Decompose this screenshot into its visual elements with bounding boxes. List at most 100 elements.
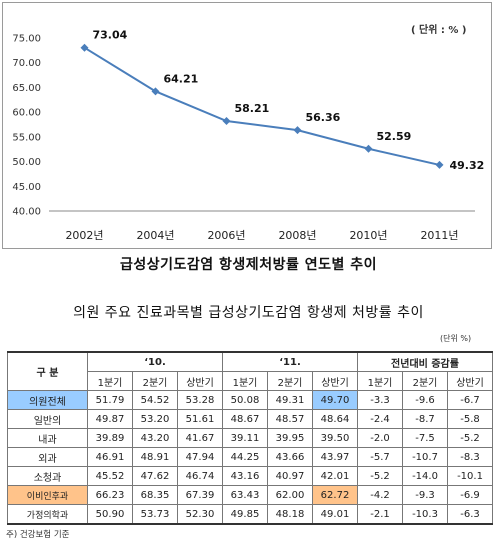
- table-cell: 54.52: [132, 390, 178, 410]
- table-row: 이비인후과 66.23 68.35 67.39 63.43 62.00 62.72 -4.2-…: [7, 485, 493, 505]
- sub-header: 상반기: [177, 371, 223, 391]
- y-tick-label: 60.00: [12, 108, 41, 119]
- table-cell: 45.52: [87, 466, 133, 486]
- table-cell: 62.00: [267, 485, 313, 505]
- table-cell: 47.94: [177, 447, 223, 467]
- table-cell: 51.79: [87, 390, 133, 410]
- table-title: 의원 주요 진료과목별 급성상기도감염 항생제 처방률 추이: [73, 305, 424, 321]
- table-cell: 41.67: [177, 428, 223, 448]
- footnote: 주) 건강보험 기준: [6, 530, 70, 540]
- table-cell: -8.7: [402, 409, 448, 429]
- table-cell: 49.87: [87, 409, 133, 429]
- table-cell: -7.5: [402, 428, 448, 448]
- table-cell: 67.39: [177, 485, 223, 505]
- table-cell: -5.7: [357, 447, 403, 467]
- table-cell: 40.97: [267, 466, 313, 486]
- table-cell: -6.7: [447, 390, 493, 410]
- chart-unit-note: ( 단위 : % ): [411, 25, 467, 36]
- x-tick-label: 2011년: [420, 229, 458, 242]
- table-cell: -2.1: [357, 504, 403, 525]
- row-label: 소청과: [7, 466, 88, 486]
- data-label: 56.36: [306, 111, 341, 124]
- sub-header: 상반기: [312, 371, 358, 391]
- row-label: 외과: [7, 447, 88, 467]
- table-cell: -10.3: [402, 504, 448, 525]
- table-cell: 50.90: [87, 504, 133, 525]
- table-cell: -6.3: [447, 504, 493, 525]
- row-label: 일반의: [7, 409, 88, 429]
- sub-header: 2분기: [402, 371, 448, 391]
- row-label: 의원전체: [7, 390, 88, 410]
- table-cell: 43.66: [267, 447, 313, 467]
- x-tick-label: 2010년: [349, 229, 387, 242]
- corner-header: 구 분: [7, 351, 88, 391]
- table-cell: 48.57: [267, 409, 313, 429]
- table-cell: 48.67: [222, 409, 268, 429]
- table-row: 의원전체 51.79 54.52 53.28 50.08 49.31 49.70 -3.3 -9…: [7, 390, 493, 410]
- table-cell: 39.11: [222, 428, 268, 448]
- chart-title: 급성상기도감염 항생제처방률 연도별 추이: [120, 257, 377, 273]
- table-cell: 39.50: [312, 428, 358, 448]
- table-cell: 43.16: [222, 466, 268, 486]
- table-cell: -14.0: [402, 466, 448, 486]
- table-cell: 68.35: [132, 485, 178, 505]
- table-cell: -3.3: [357, 390, 403, 410]
- table-cell: 52.30: [177, 504, 223, 525]
- table-cell: 49.01: [312, 504, 358, 525]
- table-cell: 43.20: [132, 428, 178, 448]
- sub-header: 1분기: [357, 371, 403, 391]
- table-cell: 46.74: [177, 466, 223, 486]
- table-cell: 53.73: [132, 504, 178, 525]
- sub-header: 2분기: [267, 371, 313, 391]
- table-cell: -4.2: [357, 485, 403, 505]
- group-header-2011: ‘11.: [222, 351, 358, 372]
- table-row: 외과 46.91 48.91 47.94 44.25 43.66 43.97 -5.7 -10.…: [7, 447, 493, 467]
- y-tick-label: 55.00: [12, 132, 41, 143]
- table-cell: 49.85: [222, 504, 268, 525]
- line-chart: 40.00 45.00 50.00 55.00 60.00 65.00 70.00 75.00…: [12, 29, 484, 242]
- table-cell: 66.23: [87, 485, 133, 505]
- data-point: [293, 126, 302, 135]
- table-cell: -9.3: [402, 485, 448, 505]
- y-tick-label: 50.00: [12, 157, 41, 168]
- table-cell: -6.9: [447, 485, 493, 505]
- sub-header: 2분기: [132, 371, 178, 391]
- y-tick-label: 65.00: [12, 83, 41, 94]
- x-tick-label: 2002년: [65, 229, 103, 242]
- sub-header: 1분기: [222, 371, 268, 391]
- table-cell: -5.2: [447, 428, 493, 448]
- group-header-change: 전년대비 증감률: [357, 351, 493, 372]
- table-row: 가정의학과 50.90 53.73 52.30 49.85 48.18 49.01 -2.1-…: [7, 504, 493, 525]
- table-cell: 43.97: [312, 447, 358, 467]
- row-label: 가정의학과: [7, 504, 88, 525]
- table-cell: -10.1: [447, 466, 493, 486]
- y-tick-label: 70.00: [12, 58, 41, 69]
- table-unit-note: (단위 %): [440, 334, 472, 343]
- table-cell: 44.25: [222, 447, 268, 467]
- row-label: 이비인후과: [7, 485, 88, 505]
- sub-header: 상반기: [447, 371, 493, 391]
- data-point: [364, 144, 373, 153]
- group-header-2010: ‘10.: [87, 351, 223, 372]
- data-point: [151, 87, 160, 96]
- y-tick-label: 40.00: [12, 207, 41, 218]
- table-cell: -2.0: [357, 428, 403, 448]
- table-cell: -2.4: [357, 409, 403, 429]
- data-label: 52.59: [377, 130, 412, 143]
- table-cell: -5.2: [357, 466, 403, 486]
- data-point: [222, 116, 231, 125]
- table-cell: 48.91: [132, 447, 178, 467]
- table-row: 내과 39.89 43.20 41.67 39.11 39.95 39.50 -2.0 -7.5…: [7, 428, 493, 448]
- x-tick-label: 2006년: [207, 229, 245, 242]
- x-tick-label: 2004년: [136, 229, 174, 242]
- table-cell: 48.64: [312, 409, 358, 429]
- table-cell: 39.95: [267, 428, 313, 448]
- table-cell: 50.08: [222, 390, 268, 410]
- data-point: [80, 43, 89, 52]
- table-cell: 51.61: [177, 409, 223, 429]
- table-cell: 63.43: [222, 485, 268, 505]
- table-row: 일반의 49.87 53.20 51.61 48.67 48.57 48.64 -2.4 -8.…: [7, 409, 493, 429]
- data-label: 58.21: [235, 102, 270, 115]
- y-tick-label: 45.00: [12, 182, 41, 193]
- table-cell: 48.18: [267, 504, 313, 525]
